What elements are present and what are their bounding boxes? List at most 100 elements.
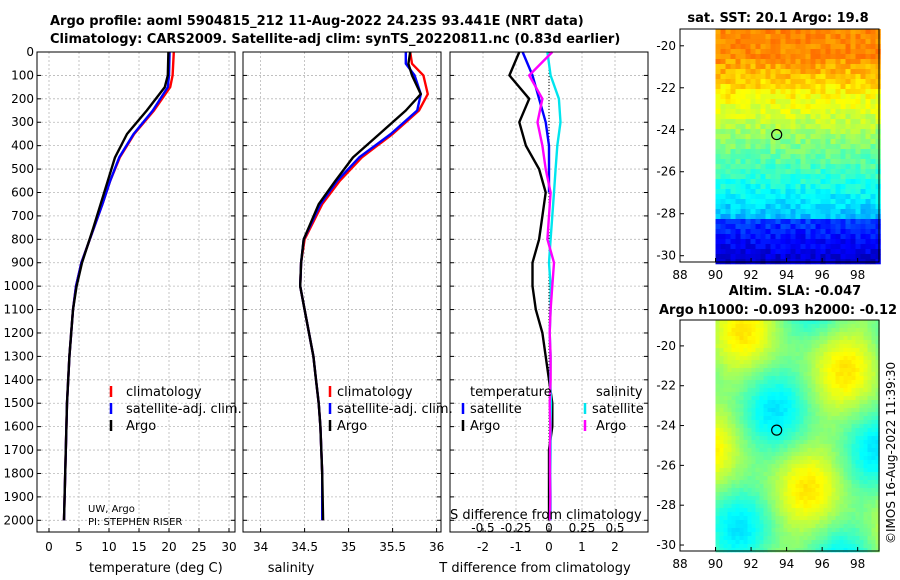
map-cell — [799, 528, 804, 533]
map-cell — [767, 532, 772, 537]
map-cell — [839, 368, 844, 373]
map-cell — [811, 432, 816, 437]
map-cell — [787, 364, 792, 369]
map-cell — [863, 524, 868, 529]
map-cell — [870, 229, 876, 235]
map-cell — [851, 504, 856, 509]
map-cell — [735, 336, 740, 341]
map-cell — [779, 344, 784, 349]
map-cell — [820, 254, 826, 260]
map-cell — [805, 44, 811, 50]
map-cell — [835, 49, 841, 55]
map-cell — [763, 332, 768, 337]
map-cell — [755, 492, 760, 497]
map-cell — [755, 344, 760, 349]
map-cell — [820, 139, 826, 145]
map-cell — [860, 224, 866, 230]
map-cell — [867, 396, 872, 401]
map-cell — [785, 109, 791, 115]
map-cell — [875, 424, 880, 429]
map-cell — [847, 440, 852, 445]
map-cell — [715, 44, 721, 50]
map-cell — [875, 544, 880, 549]
map-cell — [855, 480, 860, 485]
map-cell — [860, 249, 866, 255]
map-cell — [735, 229, 741, 235]
sla-map-panel: 88 90 92 94 96 98-20-22-24-26-28-30 — [656, 319, 880, 571]
map-cell — [835, 520, 840, 525]
y-tick-label: 700 — [11, 209, 34, 223]
map-cell — [785, 189, 791, 195]
y-tick-label: 1300 — [3, 349, 34, 363]
map-cell — [843, 392, 848, 397]
map-cell — [810, 174, 816, 180]
map-cell — [859, 536, 864, 541]
map-cell — [745, 89, 751, 95]
map-cell — [750, 134, 756, 140]
map-cell — [800, 104, 806, 110]
map-cell — [847, 464, 852, 469]
map-cell — [803, 452, 808, 457]
map-cell — [770, 164, 776, 170]
map-cell — [843, 340, 848, 345]
map-cell — [867, 436, 872, 441]
map-cell — [855, 320, 860, 325]
map-cell — [767, 368, 772, 373]
map-cell — [865, 99, 871, 105]
map-cell — [779, 412, 784, 417]
map-cell — [715, 508, 720, 513]
map-cell — [850, 149, 856, 155]
map-cell — [865, 179, 871, 185]
map-cell — [843, 540, 848, 545]
map-cell — [720, 149, 726, 155]
map-cell — [827, 476, 832, 481]
map-cell — [803, 364, 808, 369]
map-cell — [735, 189, 741, 195]
map-cell — [865, 159, 871, 165]
map-cell — [790, 154, 796, 160]
map-cell — [815, 480, 820, 485]
map-cell — [807, 376, 812, 381]
map-cell — [825, 124, 831, 130]
map-cell — [855, 244, 861, 250]
map-cell — [825, 134, 831, 140]
map-cell — [855, 500, 860, 505]
map-cell — [830, 69, 836, 75]
diff-legend-temp-satellite: satellite — [470, 402, 522, 417]
map-cell — [875, 179, 881, 185]
map-cell — [815, 516, 820, 521]
map-cell — [875, 392, 880, 397]
map-cell — [811, 440, 816, 445]
map-cell — [831, 472, 836, 477]
map-cell — [867, 536, 872, 541]
map-cell — [825, 69, 831, 75]
map-cell — [795, 524, 800, 529]
map-cell — [743, 332, 748, 337]
map-cell — [820, 154, 826, 160]
map-cell — [875, 169, 881, 175]
map-cell — [819, 324, 824, 329]
map-cell — [807, 444, 812, 449]
map-cell — [725, 94, 731, 100]
map-cell — [755, 134, 761, 140]
map-cell — [795, 540, 800, 545]
map-cell — [843, 360, 848, 365]
map-cell — [795, 109, 801, 115]
map-cell — [870, 64, 876, 70]
map-cell — [855, 436, 860, 441]
map-cell — [755, 74, 761, 80]
map-cell — [851, 336, 856, 341]
map-cell — [839, 348, 844, 353]
map-cell — [787, 528, 792, 533]
map-cell — [795, 532, 800, 537]
map-cell — [765, 104, 771, 110]
map-cell — [747, 540, 752, 545]
map-cell — [845, 94, 851, 100]
map-cell — [850, 134, 856, 140]
map-cell — [875, 164, 881, 170]
map-cell — [815, 149, 821, 155]
map-cell — [825, 209, 831, 215]
map-cell — [783, 388, 788, 393]
map-cell — [867, 420, 872, 425]
map-cell — [851, 364, 856, 369]
